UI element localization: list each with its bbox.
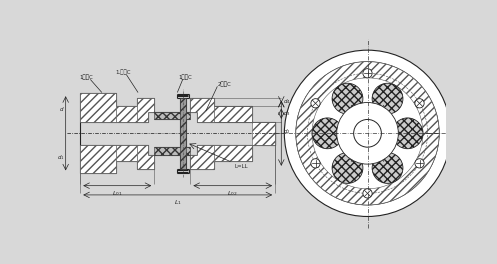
Polygon shape <box>154 147 190 155</box>
Text: $L_1$: $L_1$ <box>174 198 181 207</box>
Text: $L_{02}$: $L_{02}$ <box>228 189 238 198</box>
Text: 1.配比C: 1.配比C <box>116 69 131 75</box>
Circle shape <box>415 159 424 168</box>
Text: L=LL: L=LL <box>234 164 248 169</box>
Text: $d_1$: $d_1$ <box>57 153 65 162</box>
Polygon shape <box>190 145 214 169</box>
Circle shape <box>332 153 363 183</box>
Circle shape <box>284 50 451 216</box>
Text: 1配比C: 1配比C <box>178 74 192 80</box>
Circle shape <box>312 118 343 149</box>
Polygon shape <box>154 112 190 119</box>
Circle shape <box>296 62 439 205</box>
Polygon shape <box>137 145 154 169</box>
Text: $d_4$: $d_4$ <box>283 97 291 106</box>
Polygon shape <box>190 98 214 122</box>
Polygon shape <box>81 93 116 122</box>
Polygon shape <box>137 98 154 122</box>
Circle shape <box>415 99 424 108</box>
Circle shape <box>311 99 320 108</box>
Text: 2配比C: 2配比C <box>217 81 231 87</box>
Circle shape <box>363 189 372 198</box>
Circle shape <box>332 83 363 114</box>
Text: $d$: $d$ <box>60 105 65 113</box>
Circle shape <box>372 83 403 114</box>
Circle shape <box>337 102 398 164</box>
Text: $L_{01}$: $L_{01}$ <box>112 189 123 198</box>
Bar <box>179 98 186 169</box>
Polygon shape <box>214 145 252 161</box>
Polygon shape <box>296 62 439 205</box>
Circle shape <box>283 49 452 218</box>
Text: 1配比C: 1配比C <box>80 74 93 80</box>
Polygon shape <box>252 122 275 145</box>
Polygon shape <box>116 106 137 122</box>
Circle shape <box>311 159 320 168</box>
Circle shape <box>337 102 398 164</box>
Text: $d_2$: $d_2$ <box>283 127 290 136</box>
Circle shape <box>372 153 403 183</box>
Text: $d_3$: $d_3$ <box>283 109 290 118</box>
Circle shape <box>392 118 423 149</box>
Circle shape <box>354 119 381 147</box>
Circle shape <box>363 69 372 78</box>
Polygon shape <box>81 145 116 173</box>
Polygon shape <box>214 106 252 122</box>
Polygon shape <box>116 145 137 161</box>
